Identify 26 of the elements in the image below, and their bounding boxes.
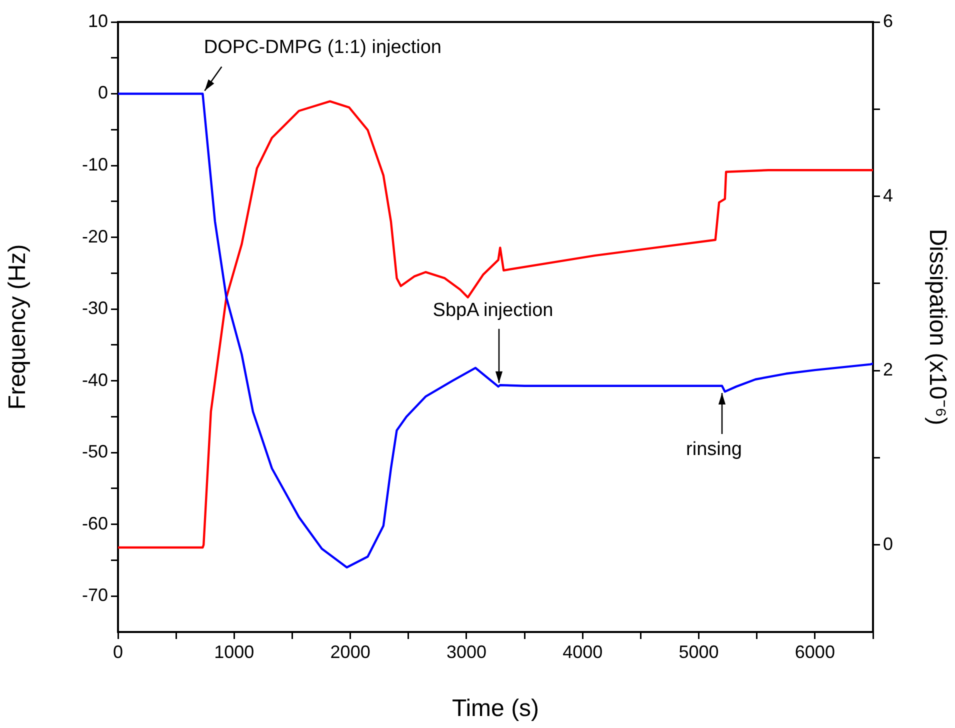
annotation: rinsing [686, 439, 742, 460]
x-tick-label: 3000 [446, 642, 486, 662]
x-tick-label: 0 [112, 642, 124, 662]
x-tick-label: 5000 [678, 642, 719, 662]
x-tick-label: 6000 [794, 642, 835, 662]
x-tick-label: 4000 [562, 642, 603, 662]
x-axis-title: Time (s) [452, 695, 540, 722]
y2-axis-title: Dissipation (x10⁻⁶) [924, 228, 951, 426]
y-tick-label: 10 [88, 10, 108, 31]
x-tick-label: 2000 [330, 642, 370, 662]
y-tick-label: 0 [98, 82, 108, 103]
annotation: DOPC-DMPG (1:1) injection [204, 37, 442, 58]
x-tick-label: 1000 [214, 642, 254, 662]
annotation: SbpA injection [432, 300, 554, 322]
y2-tick-label: 4 [883, 185, 894, 206]
y-tick-label: -50 [82, 442, 108, 462]
y-axis-title: Frequency (Hz) [4, 244, 32, 410]
y2-tick-label: 2 [883, 360, 894, 380]
y2-tick-label: 6 [883, 10, 894, 31]
y-tick-label: -60 [82, 513, 108, 534]
y-tick-label: -10 [82, 154, 108, 174]
y-tick-label: -40 [82, 370, 108, 390]
y2-tick-label: 0 [883, 534, 894, 554]
y-tick-label: -20 [82, 226, 108, 246]
y-tick-label: -30 [82, 298, 108, 318]
y-tick-label: -70 [82, 585, 108, 606]
